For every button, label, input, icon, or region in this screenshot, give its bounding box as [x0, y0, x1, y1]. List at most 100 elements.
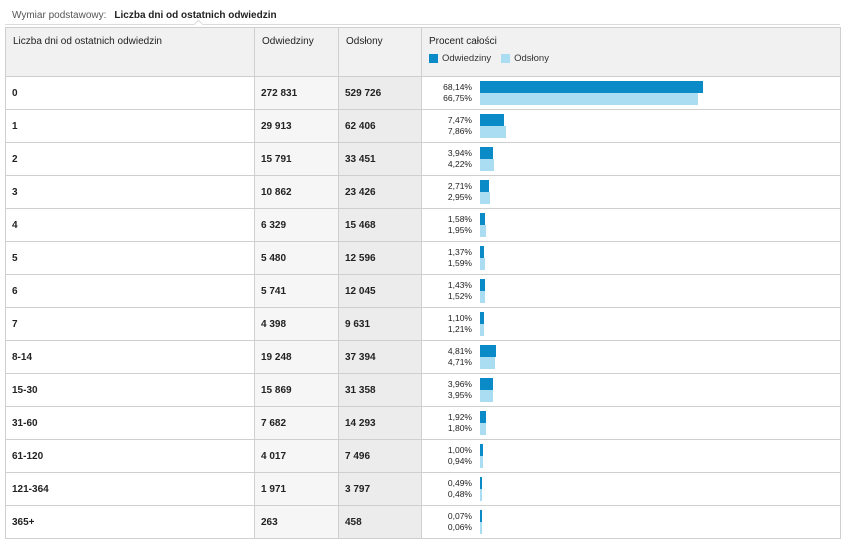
legend-swatch-visits	[429, 54, 438, 63]
percent-bar-group: 1,37% 1,59%	[423, 243, 840, 274]
row-pageviews-value: 7 496	[338, 439, 422, 473]
bar-visits	[480, 180, 489, 192]
row-dimension-value[interactable]: 4	[5, 208, 255, 242]
percent-label-pageviews: 66,75%	[443, 93, 472, 103]
table-row[interactable]: 1 29 913 62 406 7,47% 7,86%	[5, 109, 841, 143]
percent-bar-group: 1,00% 0,94%	[423, 441, 840, 472]
percent-label-pageviews: 2,95%	[447, 192, 472, 202]
column-header-visits[interactable]: Odwiedziny	[254, 27, 339, 77]
bar-pageviews	[480, 192, 490, 204]
row-percent-cell: 3,94% 4,22%	[421, 142, 841, 176]
row-dimension-value[interactable]: 31-60	[5, 406, 255, 440]
row-visits-value: 19 248	[254, 340, 339, 374]
percent-label-visits: 1,43%	[447, 280, 472, 290]
percent-header-title: Procent całości	[429, 36, 497, 47]
bar-pageviews	[480, 258, 486, 270]
row-visits-value: 15 791	[254, 142, 339, 176]
bar-pageviews	[480, 423, 486, 435]
row-percent-cell: 0,07% 0,06%	[421, 505, 841, 539]
percent-label-pageviews: 1,80%	[447, 423, 472, 433]
percent-label-visits: 1,92%	[447, 412, 472, 422]
table-row[interactable]: 3 10 862 23 426 2,71% 2,95%	[5, 175, 841, 209]
percent-label-visits: 0,49%	[447, 478, 472, 488]
percent-bar-group: 0,49% 0,48%	[423, 474, 840, 505]
row-dimension-value[interactable]: 7	[5, 307, 255, 341]
percent-bar-group: 68,14% 66,75%	[423, 78, 840, 109]
table-row[interactable]: 2 15 791 33 451 3,94% 4,22%	[5, 142, 841, 176]
row-dimension-value[interactable]: 61-120	[5, 439, 255, 473]
percent-label-pageviews: 4,22%	[447, 159, 472, 169]
row-visits-value: 4 398	[254, 307, 339, 341]
row-visits-value: 15 869	[254, 373, 339, 407]
row-dimension-value[interactable]: 365+	[5, 505, 255, 539]
row-dimension-value[interactable]: 15-30	[5, 373, 255, 407]
bar-pageviews	[480, 357, 496, 369]
row-visits-value: 29 913	[254, 109, 339, 143]
percent-label-visits: 7,47%	[447, 115, 472, 125]
primary-dimension-label: Wymiar podstawowy:	[12, 9, 107, 21]
percent-bar-group: 7,47% 7,86%	[423, 111, 840, 142]
row-percent-cell: 1,58% 1,95%	[421, 208, 841, 242]
row-percent-cell: 1,00% 0,94%	[421, 439, 841, 473]
row-dimension-value[interactable]: 6	[5, 274, 255, 308]
bar-pageviews	[480, 159, 494, 171]
row-dimension-value[interactable]: 8-14	[5, 340, 255, 374]
column-header-dimension[interactable]: Liczba dni od ostatnich odwiedzin	[5, 27, 255, 77]
percent-label-visits: 1,37%	[447, 247, 472, 257]
column-header-percent[interactable]: Procent całości Odwiedziny Odsłony	[421, 27, 841, 77]
row-dimension-value[interactable]: 2	[5, 142, 255, 176]
row-dimension-value[interactable]: 0	[5, 76, 255, 110]
column-header-pageviews[interactable]: Odsłony	[338, 27, 422, 77]
bar-visits	[480, 114, 505, 126]
percent-label-visits: 0,07%	[447, 511, 472, 521]
table-row[interactable]: 365+ 263 458 0,07% 0,06%	[5, 505, 841, 539]
percent-bar-group: 1,10% 1,21%	[423, 309, 840, 340]
row-pageviews-value: 62 406	[338, 109, 422, 143]
percent-label-pageviews: 1,59%	[447, 258, 472, 268]
table-row[interactable]: 121-364 1 971 3 797 0,49% 0,48%	[5, 472, 841, 506]
primary-dimension-value[interactable]: Liczba dni od ostatnich odwiedzin	[114, 9, 277, 21]
table-row[interactable]: 61-120 4 017 7 496 1,00% 0,94%	[5, 439, 841, 473]
percent-label-visits: 2,71%	[447, 181, 472, 191]
bar-pageviews	[480, 225, 487, 237]
bar-visits	[480, 81, 703, 93]
legend-label-pageviews: Odsłony	[514, 53, 549, 64]
percent-label-pageviews: 0,94%	[447, 456, 472, 466]
percent-bar-group: 0,07% 0,06%	[423, 507, 840, 538]
row-visits-value: 6 329	[254, 208, 339, 242]
row-percent-cell: 68,14% 66,75%	[421, 76, 841, 110]
bar-visits	[480, 246, 485, 258]
row-visits-value: 1 971	[254, 472, 339, 506]
percent-label-visits: 3,94%	[447, 148, 472, 158]
row-dimension-value[interactable]: 3	[5, 175, 255, 209]
table-row[interactable]: 8-14 19 248 37 394 4,81% 4,71%	[5, 340, 841, 374]
bar-visits	[480, 279, 485, 291]
percent-bar-group: 3,96% 3,95%	[423, 375, 840, 406]
bar-visits	[480, 213, 486, 225]
chart-legend: Odwiedziny Odsłony	[429, 53, 840, 64]
percent-bar-group: 4,81% 4,71%	[423, 342, 840, 373]
percent-label-pageviews: 4,71%	[447, 357, 472, 367]
bar-visits	[480, 378, 493, 390]
percent-bar-group: 3,94% 4,22%	[423, 144, 840, 175]
table-row[interactable]: 31-60 7 682 14 293 1,92% 1,80%	[5, 406, 841, 440]
row-dimension-value[interactable]: 1	[5, 109, 255, 143]
percent-label-pageviews: 1,95%	[447, 225, 472, 235]
bar-pageviews	[480, 324, 484, 336]
bar-visits	[480, 477, 482, 489]
legend-swatch-pageviews	[501, 54, 511, 63]
row-percent-cell: 0,49% 0,48%	[421, 472, 841, 506]
table-row[interactable]: 15-30 15 869 31 358 3,96% 3,95%	[5, 373, 841, 407]
percent-label-pageviews: 7,86%	[447, 126, 472, 136]
percent-label-pageviews: 1,21%	[447, 324, 472, 334]
table-row[interactable]: 0 272 831 529 726 68,14% 66,75%	[5, 76, 841, 110]
row-pageviews-value: 15 468	[338, 208, 422, 242]
row-percent-cell: 3,96% 3,95%	[421, 373, 841, 407]
row-dimension-value[interactable]: 121-364	[5, 472, 255, 506]
row-pageviews-value: 33 451	[338, 142, 422, 176]
row-dimension-value[interactable]: 5	[5, 241, 255, 275]
